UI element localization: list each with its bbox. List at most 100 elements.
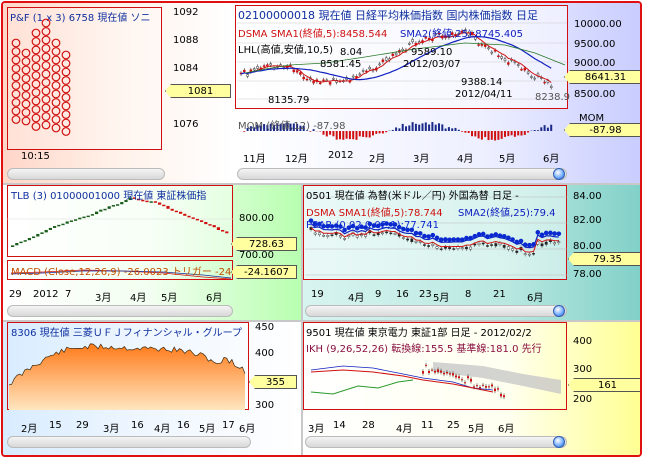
pnf-o-mark [31, 45, 41, 55]
candle-body [378, 63, 381, 66]
mom-bar [289, 123, 292, 131]
candle-body [384, 57, 388, 61]
candle-body [246, 74, 249, 77]
candle-body [494, 388, 496, 392]
tlb-chart [7, 197, 233, 280]
pnf-scrollbar[interactable] [7, 168, 165, 180]
tlb-brick [15, 243, 19, 246]
tepco-ikh-label: IKH (9,26,52,26) 転換線:155.5 基準線:181.0 先行 [306, 344, 542, 355]
candle-body [544, 241, 548, 245]
mom-bar [510, 131, 513, 136]
nikkei-scrollbar[interactable] [237, 168, 567, 180]
pnf-o-mark [31, 113, 41, 123]
time-label: 6月 [206, 293, 223, 304]
candle-body [339, 235, 342, 238]
time-label: 4月 [457, 154, 474, 165]
time-label: 19 [311, 289, 324, 300]
mufg-line [8, 343, 246, 386]
tepco-scrollbar[interactable] [305, 436, 567, 448]
candle-body [464, 382, 466, 384]
tlb-brick [61, 223, 65, 226]
candle-body [343, 238, 347, 240]
candle-body [482, 384, 484, 386]
nikkei-chart-frame [235, 5, 568, 109]
candle-body [262, 65, 266, 67]
pnf-o-mark [31, 28, 41, 38]
time-label: 14 [333, 420, 346, 431]
candle-body [328, 82, 332, 85]
candle-body [553, 242, 556, 245]
candle-body [443, 372, 445, 375]
tlb-brick [191, 217, 195, 219]
psar-dot [308, 218, 314, 223]
pnf-o-mark [41, 44, 51, 53]
candle-body [443, 246, 447, 249]
time-label: 2012 [33, 289, 59, 300]
pnf-o-mark [31, 62, 41, 72]
mom-bar [543, 125, 546, 131]
psar-dot [430, 232, 436, 238]
candle-body [322, 79, 325, 82]
tlb-brick [78, 217, 82, 220]
candle-body [470, 378, 472, 382]
candle-body [506, 246, 510, 250]
pnf-panel: P&F (1 x 3) 6758 現在値 ソニ 1092 1088 1084 1… [3, 3, 233, 183]
tlb-brick [11, 245, 15, 247]
fx-scrollbar[interactable] [305, 305, 567, 317]
mom-bar [411, 122, 414, 131]
candle-body [411, 39, 414, 43]
candle-body [464, 29, 467, 33]
mom-bar [405, 126, 407, 131]
candle-body [487, 47, 490, 50]
candle-body [543, 81, 546, 84]
tlb-brick [221, 230, 225, 232]
tlb-brick [174, 210, 178, 213]
fx-scroll-knob[interactable] [553, 305, 565, 317]
tlb-brick [27, 238, 31, 241]
tepco-panel: 9501 現在値 東京電力 東証1部 日足 - 2012/02/2 IKH (9… [303, 322, 640, 455]
mufg-scrollbar[interactable] [7, 436, 251, 448]
pnf-o-mark [21, 57, 31, 66]
candle-body [516, 64, 520, 66]
candle-body [485, 245, 489, 247]
nikkei-ann-9589: 9589.10 [411, 47, 453, 58]
mom-bar [365, 131, 368, 138]
time-label: 29 [76, 420, 89, 431]
tlb-brick [124, 200, 128, 203]
candle-body [460, 30, 464, 33]
mom-bar [471, 131, 473, 137]
pnf-o-mark [51, 106, 61, 116]
candle-body [348, 80, 352, 83]
nikkei-scroll-knob[interactable] [553, 168, 565, 180]
candle-body [532, 253, 535, 255]
tepco-scroll-knob[interactable] [553, 436, 565, 448]
pnf-o-mark [51, 55, 61, 65]
time-label: 5月 [433, 293, 450, 304]
pnf-o-mark [41, 120, 51, 130]
candle-body [490, 51, 494, 54]
ma-line [240, 36, 552, 81]
tlb-axis-800: 800.00 [239, 213, 274, 224]
pnf-o-mark [11, 64, 21, 73]
candle-body [549, 85, 553, 88]
tlb-brick [166, 205, 170, 209]
psar-dot [493, 232, 499, 237]
pnf-o-mark [31, 71, 41, 80]
mom-bar [546, 127, 549, 131]
tlb-brick [107, 206, 111, 209]
psar-dot [388, 222, 394, 227]
candle-body [292, 69, 296, 73]
pnf-o-mark [41, 103, 51, 113]
tlb-scrollbar[interactable] [7, 305, 233, 317]
candle-body [401, 48, 404, 51]
time-label: 16 [396, 289, 409, 300]
psar-dot [380, 222, 385, 227]
psar-dot [455, 237, 461, 242]
psar-dot [329, 224, 335, 229]
pnf-o-mark [51, 89, 61, 99]
mom-bar [263, 124, 266, 131]
candle-body [439, 248, 443, 250]
candle-body [428, 370, 430, 374]
mom-bar [246, 127, 249, 131]
pnf-axis-1092: 1092 [173, 7, 199, 18]
